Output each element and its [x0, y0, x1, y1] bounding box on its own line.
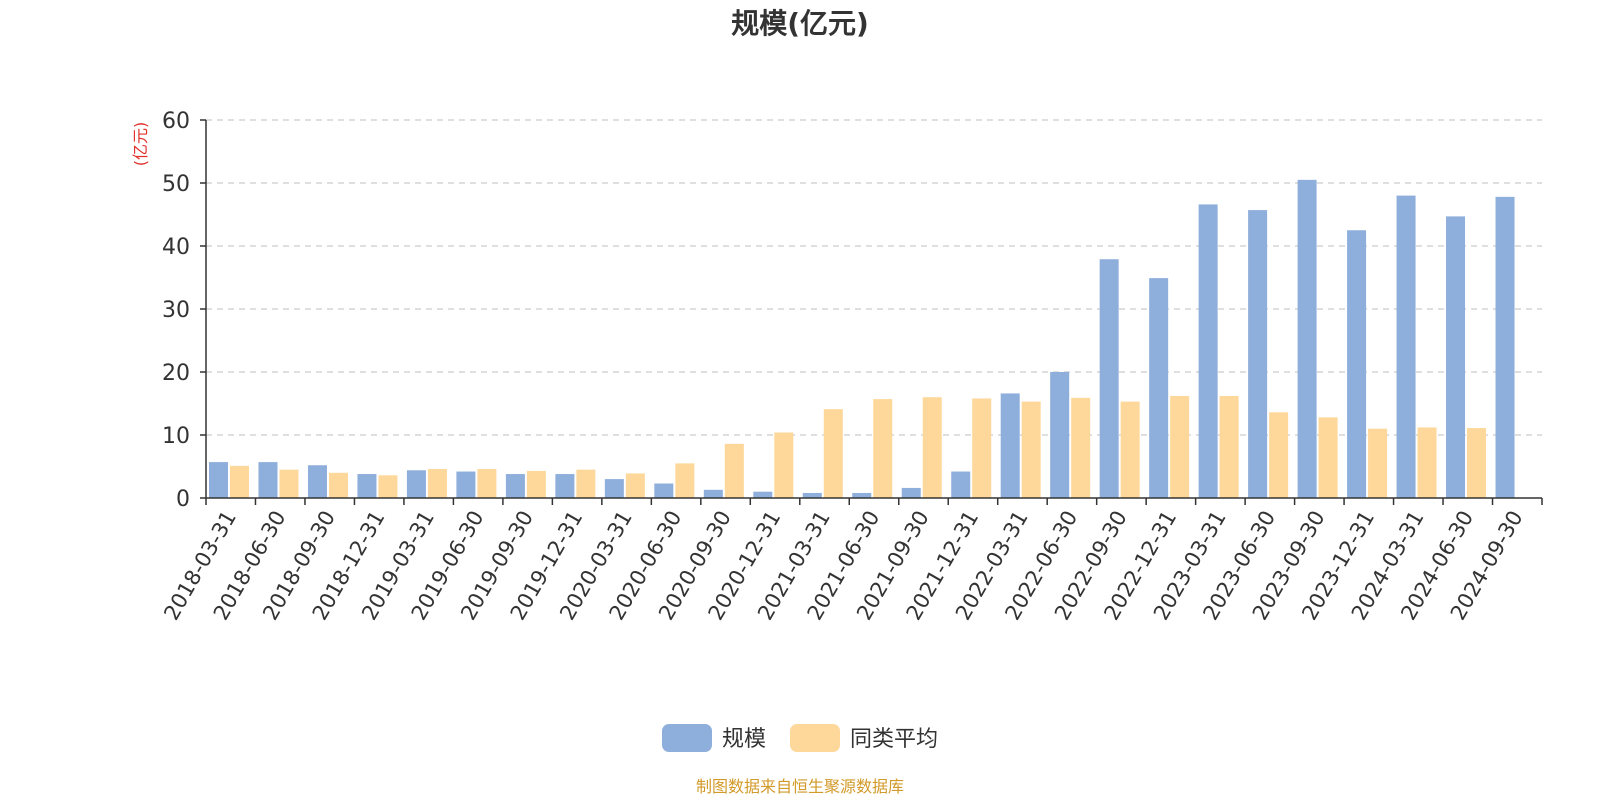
chart-title: 规模(亿元): [731, 7, 869, 40]
bar-scale: [604, 479, 624, 498]
bar-scale: [901, 487, 921, 498]
y-tick-label: 50: [162, 172, 190, 197]
y-tick-label: 10: [162, 424, 190, 449]
bar-scale: [357, 474, 377, 498]
bar-peer-average: [1417, 427, 1437, 498]
bar-scale: [852, 492, 872, 498]
bar-peer-average: [230, 465, 249, 498]
bar-scale: [1050, 372, 1070, 498]
bar-scale: [951, 471, 971, 498]
bar-scale: [1000, 393, 1020, 498]
y-tick-label: 60: [162, 109, 190, 134]
bar-peer-average: [1071, 397, 1091, 498]
bar-peer-average: [279, 469, 299, 498]
bar-scale: [1149, 278, 1169, 498]
bar-peer-average: [625, 473, 645, 498]
bar-scale: [1297, 179, 1317, 498]
legend: 规模 同类平均: [662, 724, 938, 752]
grid-lines: [206, 119, 1542, 436]
bar-scale: [406, 470, 426, 498]
legend-item: 规模: [662, 724, 766, 752]
bar-scale: [1099, 259, 1119, 498]
y-tick-label: 0: [176, 487, 190, 512]
y-tick-label: 40: [162, 235, 190, 260]
bars-layer: [209, 179, 1515, 499]
bar-peer-average: [972, 398, 992, 498]
bar-peer-average: [1318, 417, 1338, 498]
bar-peer-average: [427, 469, 447, 498]
bar-peer-average: [823, 409, 843, 498]
bar-scale: [1347, 230, 1367, 498]
bar-scale: [753, 491, 773, 498]
bar-peer-average: [1170, 395, 1190, 498]
legend-swatch: [662, 724, 712, 752]
bar-scale: [456, 471, 476, 498]
bar-peer-average: [1368, 428, 1388, 498]
bar-scale: [1198, 204, 1218, 499]
bar-peer-average: [1269, 412, 1289, 498]
bar-scale: [1248, 210, 1268, 498]
bar-peer-average: [378, 475, 398, 498]
bar-scale: [258, 462, 278, 498]
y-tick-label: 20: [162, 361, 190, 386]
bar-peer-average: [724, 443, 744, 498]
bar-peer-average: [1219, 395, 1239, 498]
bar-scale: [1396, 195, 1416, 498]
bar-scale: [654, 483, 674, 498]
bar-peer-average: [922, 397, 942, 498]
bar-peer-average: [328, 472, 348, 498]
bar-peer-average: [1021, 401, 1041, 498]
bar-peer-average: [774, 432, 794, 498]
bar-peer-average: [675, 463, 695, 498]
bar-scale: [703, 489, 723, 498]
bar-peer-average: [576, 469, 596, 498]
bar-scale: [1446, 216, 1466, 498]
bar-peer-average: [1467, 428, 1487, 498]
bar-scale: [505, 474, 525, 498]
source-note: 制图数据来自恒生聚源数据库: [696, 777, 904, 796]
bar-peer-average: [1120, 401, 1140, 498]
y-axis-label: (亿元): [131, 122, 150, 167]
axes: 01020304050602018-03-312018-06-302018-09…: [159, 109, 1543, 624]
legend-item: 同类平均: [790, 724, 938, 752]
legend-label: 规模: [722, 727, 766, 752]
bar-peer-average: [477, 469, 497, 498]
bar-scale: [1495, 196, 1515, 499]
bar-peer-average: [526, 470, 546, 498]
y-tick-label: 30: [162, 298, 190, 323]
legend-swatch: [790, 724, 840, 752]
bar-scale: [802, 492, 822, 498]
legend-label: 同类平均: [850, 727, 938, 752]
bar-scale: [209, 462, 228, 498]
bar-scale: [307, 465, 327, 498]
bar-scale: [555, 474, 575, 498]
bar-peer-average: [873, 399, 893, 498]
